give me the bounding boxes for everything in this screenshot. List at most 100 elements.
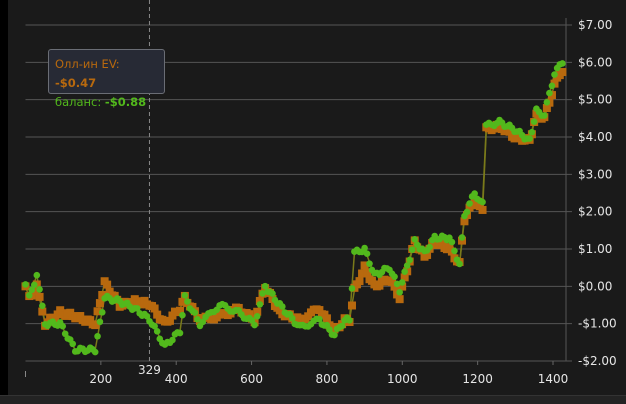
- balance-point: [199, 318, 207, 326]
- balance-point: [33, 271, 41, 279]
- balance-point: [94, 332, 101, 340]
- balance-point: [401, 268, 408, 275]
- ev-point: [550, 79, 559, 88]
- balance-point: [179, 311, 186, 319]
- balance-point: [253, 313, 261, 320]
- balance-point: [30, 281, 38, 289]
- ev-point: [76, 312, 85, 321]
- x-tick-label: 1000: [387, 372, 418, 386]
- balance-point: [133, 305, 141, 312]
- left-edge-bar: [0, 0, 8, 403]
- y-tick-label: $4.00: [578, 130, 612, 144]
- ev-point: [347, 301, 356, 310]
- balance-point: [391, 273, 398, 280]
- ev-point: [53, 310, 62, 319]
- balance-point: [184, 298, 191, 305]
- y-tick-label: $3.00: [578, 167, 612, 181]
- balance-point: [191, 309, 199, 317]
- ev-point: [51, 314, 60, 323]
- ev-point: [505, 127, 514, 136]
- balance-point: [331, 331, 338, 339]
- ev-point: [460, 217, 469, 226]
- ev-point: [438, 239, 447, 248]
- balance-point: [551, 71, 558, 78]
- tooltip: Олл-ин EV: -$0.47 баланс: -$0.88: [48, 49, 165, 109]
- balance-point: [479, 198, 486, 206]
- ev-point: [175, 306, 184, 315]
- balance-point: [98, 309, 106, 316]
- ev-point: [395, 295, 404, 304]
- ev-point: [355, 277, 364, 286]
- tooltip-ev-label: Олл-ин EV:: [55, 57, 120, 71]
- y-tick-label: -$1.00: [578, 317, 617, 331]
- ev-point: [542, 104, 551, 113]
- y-tick-label: $6.00: [578, 55, 612, 69]
- ev-point: [423, 250, 432, 259]
- balance-point: [546, 89, 553, 97]
- balance-point: [541, 112, 548, 119]
- ev-point: [255, 296, 264, 305]
- x-tick-label: 800: [315, 372, 338, 386]
- balance-point: [289, 315, 296, 322]
- balance-point: [528, 128, 536, 136]
- balance-point: [316, 315, 323, 323]
- balance-point: [393, 280, 401, 288]
- balance-point: [466, 200, 473, 207]
- balance-point: [59, 322, 66, 330]
- ev-point: [363, 268, 372, 277]
- ev-point: [35, 292, 44, 301]
- ev-point: [178, 297, 187, 306]
- balance-point: [411, 235, 419, 243]
- ev-point: [375, 281, 384, 290]
- balance-point: [251, 321, 258, 329]
- balance-point: [25, 292, 33, 299]
- balance-point: [346, 317, 353, 324]
- balance-point: [326, 326, 333, 333]
- balance-point: [176, 329, 184, 337]
- balance-point: [408, 246, 416, 253]
- tooltip-ev: Олл-ин EV: -$0.47: [55, 55, 164, 93]
- balance-point: [91, 348, 99, 356]
- balance-point: [471, 190, 478, 197]
- balance-point: [22, 281, 29, 288]
- balance-point: [143, 312, 151, 320]
- ev-point: [86, 316, 95, 325]
- y-tick-label: $0.00: [578, 279, 612, 293]
- tooltip-ev-value: -$0.47: [55, 76, 97, 90]
- ev-point: [388, 277, 397, 286]
- ev-point: [360, 261, 369, 270]
- ev-point: [398, 282, 407, 291]
- balance-point: [559, 60, 566, 67]
- balance-point: [398, 279, 406, 286]
- x-tick-label: 1400: [538, 372, 569, 386]
- tooltip-balance-label: баланс:: [55, 95, 102, 109]
- balance-point: [279, 303, 286, 310]
- ev-point: [478, 205, 487, 214]
- tooltip-balance: баланс: -$0.88: [55, 93, 164, 112]
- y-tick-label: $2.00: [578, 205, 612, 219]
- ev-point: [400, 273, 409, 282]
- ev-point: [93, 307, 102, 316]
- ev-point: [253, 307, 262, 316]
- y-tick-label: $5.00: [578, 93, 612, 107]
- balance-point: [153, 328, 161, 335]
- crosshair-label: 329: [138, 363, 161, 377]
- balance-point: [361, 244, 368, 252]
- balance-point: [406, 256, 413, 264]
- balance-point: [530, 118, 538, 125]
- ev-point: [322, 314, 331, 323]
- balance-point: [348, 285, 356, 292]
- balance-point: [151, 322, 158, 330]
- balance-point: [28, 286, 36, 294]
- balance-point: [269, 290, 276, 297]
- y-tick-label: $1.00: [578, 242, 612, 256]
- ev-point: [165, 316, 174, 325]
- balance-point: [403, 262, 411, 269]
- x-tick-label: 200: [89, 372, 112, 386]
- balance-point: [548, 82, 556, 90]
- balance-point: [181, 292, 189, 299]
- balance-point: [463, 208, 471, 216]
- ev-point: [358, 269, 367, 278]
- balance-point: [39, 302, 46, 310]
